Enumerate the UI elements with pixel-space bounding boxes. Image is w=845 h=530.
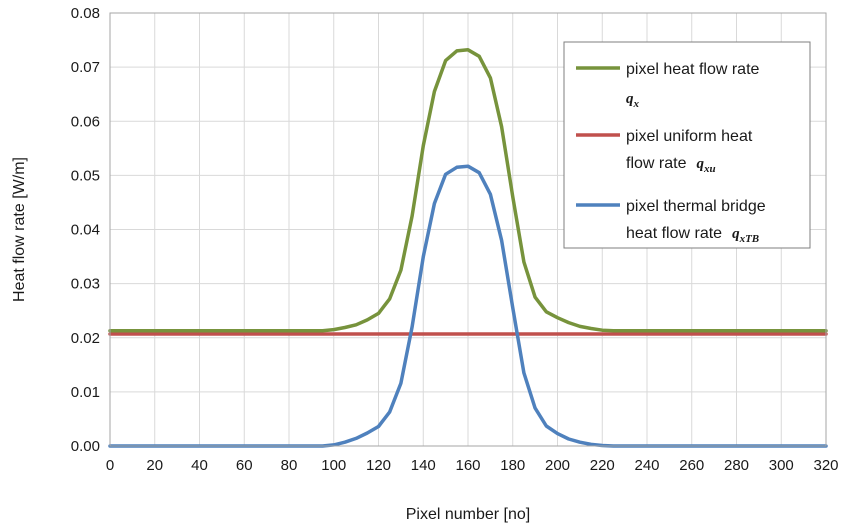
x-tick-label: 40: [191, 457, 208, 474]
y-tick-label: 0.01: [71, 384, 100, 401]
x-tick-label: 140: [411, 457, 436, 474]
y-tick-label: 0.00: [71, 438, 100, 455]
legend-label: pixel uniform heat: [626, 128, 753, 145]
x-axis-title: Pixel number [no]: [406, 506, 531, 523]
legend-label: pixel heat flow rate: [626, 61, 760, 78]
series-line-1: [108, 48, 828, 333]
y-axis-title: Heat flow rate [W/m]: [11, 157, 28, 302]
legend-label: flow rate: [626, 155, 687, 172]
plot-frame: [109, 12, 827, 447]
legend-label: heat flow rate: [626, 225, 722, 242]
y-tick-label: 0.03: [71, 276, 100, 293]
x-tick-label: 100: [321, 457, 346, 474]
x-tick-label: 300: [769, 457, 794, 474]
x-tick-label: 220: [590, 457, 615, 474]
x-tick-label: 160: [455, 457, 480, 474]
x-tick-label: 200: [545, 457, 570, 474]
x-tick-label: 280: [724, 457, 749, 474]
legend-label: pixel thermal bridge: [626, 198, 766, 215]
x-tick-label: 20: [146, 457, 163, 474]
y-tick-label: 0.05: [71, 167, 100, 184]
y-tick-label: 0.08: [71, 5, 100, 22]
x-tick-label: 0: [106, 457, 114, 474]
y-tick-label: 0.06: [71, 113, 100, 130]
y-tick-label: 0.04: [71, 222, 100, 239]
legend-box: [563, 41, 811, 249]
x-tick-label: 260: [679, 457, 704, 474]
y-tick-label: 0.07: [71, 59, 100, 76]
x-tick-label: 80: [281, 457, 298, 474]
x-tick-label: 320: [813, 457, 838, 474]
x-tick-label: 240: [634, 457, 659, 474]
x-tick-label: 180: [500, 457, 525, 474]
y-tick-labels: 0.00 0.01 0.02 0.03 0.04 0.05 0.06 0.07 0.08: [71, 5, 100, 455]
x-tick-labels: 0 20 40 60 80 100 120 140 160 180 200 220 240 260 280 3…: [106, 457, 839, 474]
series-line-3: [108, 164, 828, 448]
x-tick-label: 120: [366, 457, 391, 474]
series-lines: [108, 48, 828, 448]
x-tick-label: 60: [236, 457, 253, 474]
y-tick-label: 0.02: [71, 330, 100, 347]
